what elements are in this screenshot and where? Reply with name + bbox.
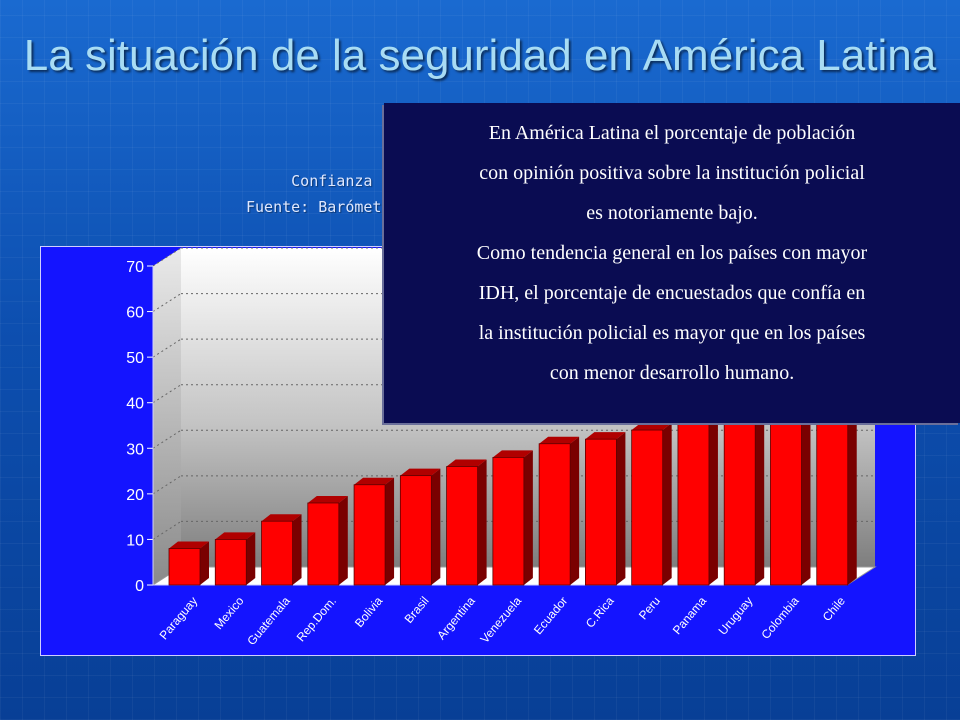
- bar-top: [492, 450, 533, 458]
- gridline: [152, 338, 182, 358]
- bar-top: [400, 468, 441, 476]
- bar-side: [708, 413, 718, 585]
- bar-side: [431, 468, 441, 585]
- bar-top: [261, 514, 302, 522]
- x-tick-label: Brasil: [402, 594, 432, 626]
- bar-face: [585, 438, 617, 586]
- bar: [261, 514, 302, 586]
- x-tick-label: Peru: [636, 594, 663, 622]
- callout-line: con opinión positiva sobre la institució…: [479, 162, 865, 184]
- bar-side: [385, 477, 395, 585]
- gridline: [152, 293, 182, 312]
- bar-face: [446, 466, 479, 586]
- bar: [538, 436, 580, 586]
- bar-face: [307, 502, 340, 586]
- bar-side: [200, 541, 209, 585]
- x-tick-label: Argentina: [434, 594, 478, 643]
- x-tick-label: Colombia: [758, 594, 802, 642]
- bar: [214, 532, 256, 586]
- bar: [677, 413, 718, 586]
- y-tick-label: 10: [126, 532, 144, 549]
- bar-top: [585, 432, 626, 440]
- bar: [723, 404, 765, 586]
- bar-face: [677, 420, 710, 586]
- callout-line: IDH, el porcentaje de encuestados que co…: [478, 282, 866, 304]
- bar: [446, 459, 487, 586]
- slide-title: La situación de la seguridad en América …: [23, 31, 937, 80]
- bar-top: [169, 541, 209, 549]
- y-tick-label: 70: [126, 259, 144, 276]
- callout-line: En América Latina el porcentaje de pobla…: [488, 122, 856, 144]
- x-tick-label: Panama: [670, 594, 710, 637]
- bar: [492, 450, 533, 586]
- bar-face: [538, 443, 571, 586]
- bar-side: [477, 459, 487, 585]
- x-tick-label: Venezuela: [477, 594, 524, 646]
- bar: [585, 432, 626, 586]
- bar-side: [616, 432, 626, 585]
- gridline: [152, 475, 182, 495]
- bar-face: [770, 393, 802, 586]
- chart-side-wall: [153, 248, 181, 585]
- callout-line: es notoriamente bajo.: [586, 202, 758, 224]
- callout-line: la institución policial es mayor que en …: [478, 322, 866, 344]
- bar-side: [662, 423, 672, 585]
- bar-side: [801, 386, 811, 585]
- bar-top: [354, 477, 395, 485]
- bar-side: [755, 404, 765, 585]
- y-tick-label: 60: [126, 305, 144, 322]
- bar: [168, 541, 209, 586]
- x-tick-label: Ecuador: [531, 594, 570, 637]
- gridline: [152, 521, 182, 540]
- chart-bars: [168, 313, 857, 586]
- bar-face: [261, 520, 293, 586]
- bar-top: [307, 495, 348, 503]
- bar-side: [338, 495, 348, 585]
- bar: [399, 468, 441, 586]
- bar-side: [292, 514, 302, 585]
- x-tick-label: Guatemala: [244, 594, 293, 648]
- bar: [353, 477, 395, 586]
- bar-face: [168, 548, 201, 586]
- callout-paragraph-2: Como tendencia general en los países con…: [384, 233, 960, 393]
- bar-face: [353, 484, 386, 586]
- callout-paragraph-1: En América Latina el porcentaje de pobla…: [384, 113, 960, 233]
- info-callout: En América Latina el porcentaje de pobla…: [384, 103, 960, 423]
- x-tick-label: C.Rica: [583, 594, 617, 631]
- gridline: [152, 384, 182, 404]
- x-tick-label: Chile: [820, 594, 849, 624]
- gridline: [152, 429, 182, 449]
- bar-face: [492, 456, 525, 586]
- x-tick-label: Uruguay: [716, 594, 756, 638]
- y-tick-label: 0: [135, 578, 144, 595]
- bar-face: [214, 539, 247, 586]
- x-tick-label: Paraguay: [157, 594, 201, 642]
- y-tick-label: 20: [126, 487, 144, 504]
- bar-side: [570, 436, 580, 585]
- bar-top: [631, 423, 672, 431]
- bar-top: [215, 532, 256, 540]
- callout-line: Como tendencia general en los países con…: [476, 242, 868, 264]
- bar: [631, 423, 672, 586]
- bar-top: [539, 436, 580, 444]
- y-tick-label: 50: [126, 350, 144, 367]
- bar-face: [723, 411, 756, 586]
- y-tick-label: 30: [126, 441, 144, 458]
- bar-face: [399, 475, 432, 586]
- bar-side: [523, 450, 533, 585]
- callout-line: con menor desarrollo humano.: [549, 362, 795, 384]
- y-tick-label: 40: [126, 396, 144, 413]
- bar-top: [446, 459, 487, 467]
- x-tick-label: Rep.Dom.: [294, 594, 339, 644]
- bar: [307, 495, 348, 586]
- x-tick-label: Mexico: [211, 594, 246, 632]
- x-tick-label: Bolivia: [352, 594, 386, 630]
- bar-side: [246, 532, 256, 585]
- bar-face: [631, 429, 664, 586]
- gridline: [152, 247, 182, 267]
